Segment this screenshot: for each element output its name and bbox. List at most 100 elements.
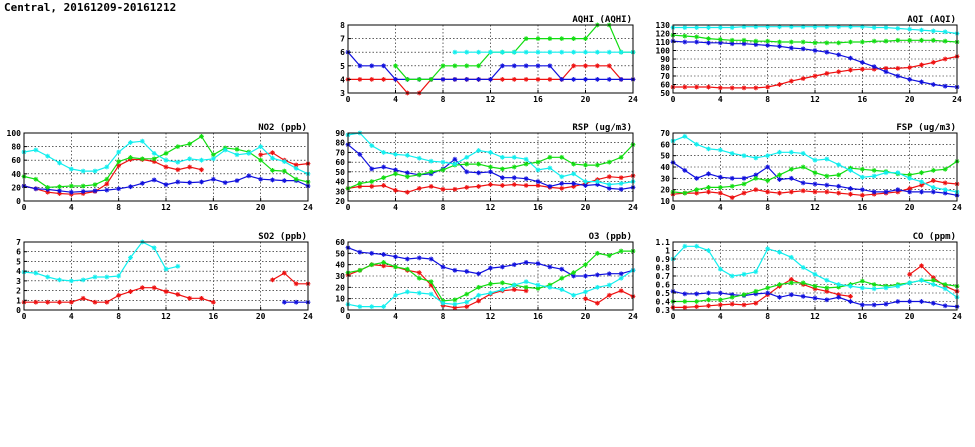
- x-tick-label: 8: [765, 203, 770, 212]
- y-tick-label: 60: [660, 81, 670, 90]
- data-point-red: [511, 182, 517, 187]
- data-point-blue: [464, 77, 470, 82]
- marker-d2: [718, 185, 723, 190]
- data-point-green: [559, 275, 565, 281]
- marker-d2: [741, 24, 747, 29]
- marker-d2: [128, 184, 133, 189]
- data-point-cyan: [116, 273, 122, 279]
- data-point-blue: [812, 295, 818, 301]
- marker-d2: [429, 292, 434, 297]
- marker-d2: [270, 177, 275, 182]
- data-point-green: [930, 168, 936, 173]
- data-point-cyan: [618, 275, 624, 281]
- x-tick-label: 20: [905, 203, 915, 212]
- marker-d2: [464, 304, 469, 309]
- y-tick-label: 80: [11, 143, 21, 152]
- marker-d2: [943, 187, 948, 192]
- data-point-red: [270, 150, 275, 156]
- plot-frame: [23, 241, 309, 311]
- x-tick-label: 8: [116, 203, 121, 212]
- marker-d2: [694, 39, 699, 45]
- data-point-red: [765, 84, 771, 90]
- data-point-blue: [476, 271, 482, 277]
- data-point-green: [293, 176, 299, 182]
- marker-d2: [547, 77, 552, 82]
- data-point-green: [618, 248, 624, 254]
- marker-d2: [895, 66, 900, 71]
- marker-d2: [860, 67, 865, 72]
- marker-d2: [619, 175, 624, 180]
- marker-d2: [476, 285, 481, 290]
- marker-d2: [907, 172, 912, 177]
- marker-d2: [452, 297, 457, 302]
- marker-d2: [417, 276, 422, 281]
- data-point-blue: [765, 164, 771, 170]
- data-point-red: [583, 296, 588, 302]
- data-point-cyan: [128, 255, 133, 260]
- marker-d2: [258, 152, 263, 157]
- data-point-blue: [452, 156, 458, 162]
- marker-d2: [812, 158, 818, 163]
- data-point-blue: [883, 69, 889, 75]
- data-point-cyan: [717, 147, 723, 153]
- data-point-green: [357, 181, 363, 186]
- data-point-blue: [369, 250, 375, 256]
- data-point-blue: [777, 294, 782, 300]
- marker-d2: [694, 142, 699, 147]
- data-point-blue: [694, 291, 700, 297]
- y-tick-label: 80: [335, 139, 345, 148]
- y-tick-label: 0.6: [656, 281, 671, 290]
- data-point-blue: [68, 189, 74, 195]
- data-point-red: [848, 67, 853, 73]
- marker-d2: [765, 285, 770, 290]
- data-point-green: [907, 37, 913, 43]
- data-point-green: [682, 299, 688, 304]
- data-point-green: [464, 161, 470, 167]
- data-point-red: [393, 187, 398, 193]
- marker-d2: [116, 159, 121, 164]
- x-tick-label: 12: [810, 95, 820, 104]
- data-point-cyan: [741, 271, 747, 277]
- data-point-red: [717, 190, 723, 196]
- marker-d2: [116, 273, 121, 279]
- data-point-blue: [800, 294, 806, 299]
- marker-d2: [789, 277, 794, 282]
- marker-d2: [718, 302, 723, 307]
- marker-d2: [369, 143, 374, 148]
- marker-d2: [801, 151, 806, 156]
- marker-d2: [777, 250, 782, 255]
- data-point-green: [104, 176, 110, 182]
- marker-d2: [801, 39, 806, 45]
- marker-d2: [429, 159, 434, 164]
- data-point-red: [788, 189, 794, 195]
- data-point-blue: [883, 189, 889, 195]
- y-tick-label: 20: [335, 197, 345, 206]
- data-point-cyan: [68, 278, 74, 284]
- marker-d2: [282, 300, 287, 305]
- marker-d2: [69, 184, 74, 189]
- chart-aqhi: 0 4 8 12 16 20 24 3 4 5 6 7 8 AQHI (AQHI): [340, 15, 638, 104]
- data-point-cyan: [812, 24, 818, 30]
- marker-d2: [943, 286, 948, 291]
- marker-d2: [187, 141, 192, 146]
- marker-d2: [753, 42, 758, 47]
- marker-d2: [730, 151, 735, 156]
- data-point-green: [187, 141, 193, 147]
- data-point-green: [777, 39, 782, 45]
- data-point-green: [717, 37, 723, 42]
- marker-d2: [116, 293, 121, 298]
- data-point-red: [753, 85, 759, 91]
- data-point-cyan: [583, 179, 588, 184]
- data-point-blue: [682, 168, 688, 173]
- x-tick-label: 8: [765, 95, 770, 104]
- x-tick-label: 0: [671, 95, 676, 104]
- data-point-red: [800, 76, 806, 81]
- data-point-red: [706, 84, 711, 90]
- data-point-green: [729, 37, 735, 43]
- x-tick-label: 20: [905, 312, 915, 321]
- marker-d2: [211, 300, 216, 305]
- data-point-green: [499, 166, 505, 172]
- marker-d2: [694, 34, 699, 39]
- marker-d2: [718, 191, 723, 196]
